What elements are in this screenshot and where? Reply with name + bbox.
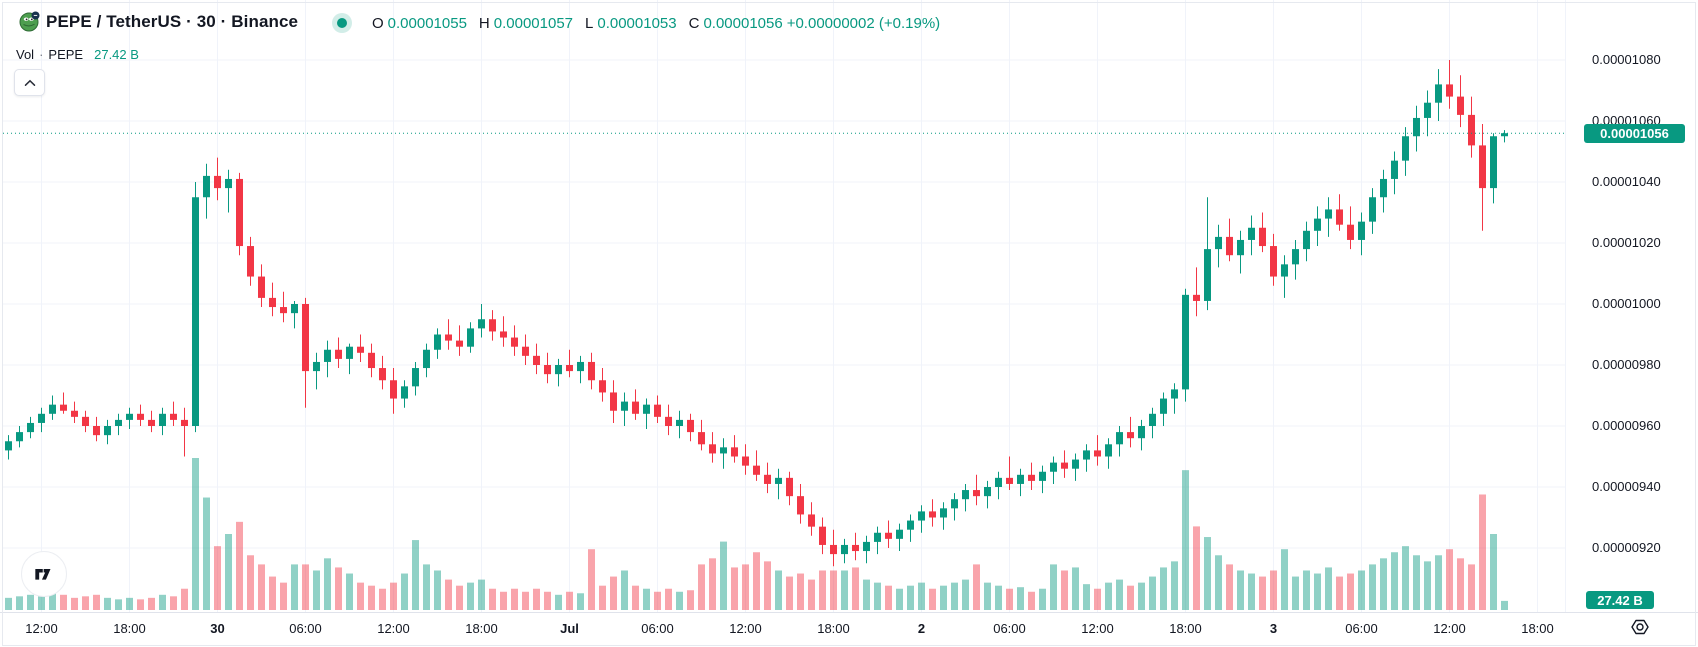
price-tick-label: 0.00000940 — [1592, 479, 1661, 494]
time-tick-label: 18:00 — [465, 621, 498, 636]
price-tick-label: 0.00001000 — [1592, 296, 1661, 311]
time-tick-label: 12:00 — [377, 621, 410, 636]
price-axis[interactable]: 0.00001080 0.00001060 0.00001040 0.00001020… — [1565, 0, 1698, 612]
low-label: L — [585, 15, 594, 32]
time-tick-label: Jul — [560, 621, 579, 636]
separator-dot: · — [39, 47, 44, 62]
realtime-status-icon[interactable] — [332, 13, 352, 33]
price-tick-label: 0.00000960 — [1592, 418, 1661, 433]
symbol-title[interactable]: PEPE / TetherUS · 30 · Binance — [46, 11, 299, 31]
volume-legend-row: Vol · PEPE 27.42 B — [16, 47, 139, 62]
close-value: 0.00001056 — [703, 15, 783, 32]
open-value: 0.00001055 — [387, 15, 467, 32]
time-tick-label: 06:00 — [641, 621, 674, 636]
price-tick-label: 0.00000980 — [1592, 357, 1661, 372]
time-tick-label: 18:00 — [1521, 621, 1554, 636]
pepe-coin-logo-icon — [19, 11, 40, 32]
symbol-legend-row: PEPE / TetherUS · 30 · Binance — [19, 11, 298, 32]
volume-label: Vol — [16, 47, 35, 62]
chevron-up-icon — [24, 75, 36, 90]
volume-series-name: PEPE — [48, 47, 84, 62]
price-tick-label: 0.00001080 — [1592, 52, 1661, 67]
time-tick-label: 18:00 — [817, 621, 850, 636]
time-tick-label: 06:00 — [289, 621, 322, 636]
time-tick-label: 12:00 — [25, 621, 58, 636]
time-tick-label: 12:00 — [1081, 621, 1114, 636]
time-tick-label: 30 — [210, 621, 225, 636]
time-axis-settings-icon[interactable] — [1627, 614, 1653, 640]
time-tick-label: 06:00 — [993, 621, 1026, 636]
volume-value: 27.42 B — [94, 47, 139, 62]
collapse-legend-button[interactable] — [14, 69, 45, 96]
last-price-badge: 0.00001056 — [1584, 124, 1685, 143]
price-tick-label: 0.00001040 — [1592, 174, 1661, 189]
change-value: +0.00000002 (+0.19%) — [786, 15, 941, 32]
axis-separator — [1565, 0, 1566, 612]
high-label: H — [478, 15, 490, 32]
open-label: O — [372, 15, 384, 32]
price-tick-label: 0.00001020 — [1592, 235, 1661, 250]
tradingview-logo[interactable] — [21, 551, 67, 597]
time-tick-label: 12:00 — [1433, 621, 1466, 636]
low-value: 0.00001053 — [597, 15, 677, 32]
price-tick-label: 0.00000920 — [1592, 540, 1661, 555]
volume-badge: 27.42 B — [1586, 591, 1654, 609]
ohlc-readout: O 0.00001055 H 0.00001057 L 0.00001053 C 0.0… — [372, 15, 940, 32]
time-tick-label: 12:00 — [729, 621, 762, 636]
time-tick-label: 18:00 — [113, 621, 146, 636]
time-tick-label: 2 — [917, 621, 926, 636]
close-label: C — [688, 15, 700, 32]
time-tick-label: 06:00 — [1345, 621, 1378, 636]
time-tick-label: 3 — [1269, 621, 1278, 636]
time-tick-label: 18:00 — [1169, 621, 1202, 636]
time-axis[interactable]: 12:00 18:00 30 06:00 12:00 18:00 Jul 06:00 12:00… — [0, 612, 1698, 647]
high-value: 0.00001057 — [493, 15, 574, 32]
